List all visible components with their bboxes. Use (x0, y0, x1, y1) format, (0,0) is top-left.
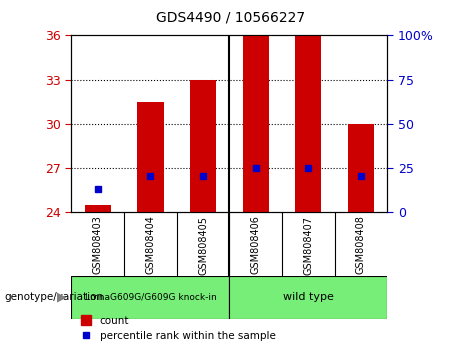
Bar (190, 80, 216, 212)
Bar (348, 124, 374, 212)
Text: genotype/variation: genotype/variation (5, 292, 104, 302)
Bar (137, 102, 164, 212)
Legend: count, percentile rank within the sample: count, percentile rank within the sample (77, 311, 280, 345)
Text: GSM808403: GSM808403 (93, 216, 103, 274)
Text: GSM808406: GSM808406 (251, 216, 260, 274)
Text: ▶: ▶ (57, 291, 67, 304)
Bar (85, 205, 111, 212)
Text: wild type: wild type (283, 292, 334, 302)
Text: GDS4490 / 10566227: GDS4490 / 10566227 (156, 11, 305, 25)
Text: LmnaG609G/G609G knock-in: LmnaG609G/G609G knock-in (84, 293, 216, 302)
Bar (242, 35, 269, 212)
Text: GSM808408: GSM808408 (356, 216, 366, 274)
Text: GSM808407: GSM808407 (303, 216, 313, 275)
Bar (71, 276, 229, 319)
Bar (229, 276, 387, 319)
Bar (295, 35, 321, 212)
Text: GSM808404: GSM808404 (145, 216, 155, 274)
Text: GSM808405: GSM808405 (198, 216, 208, 275)
